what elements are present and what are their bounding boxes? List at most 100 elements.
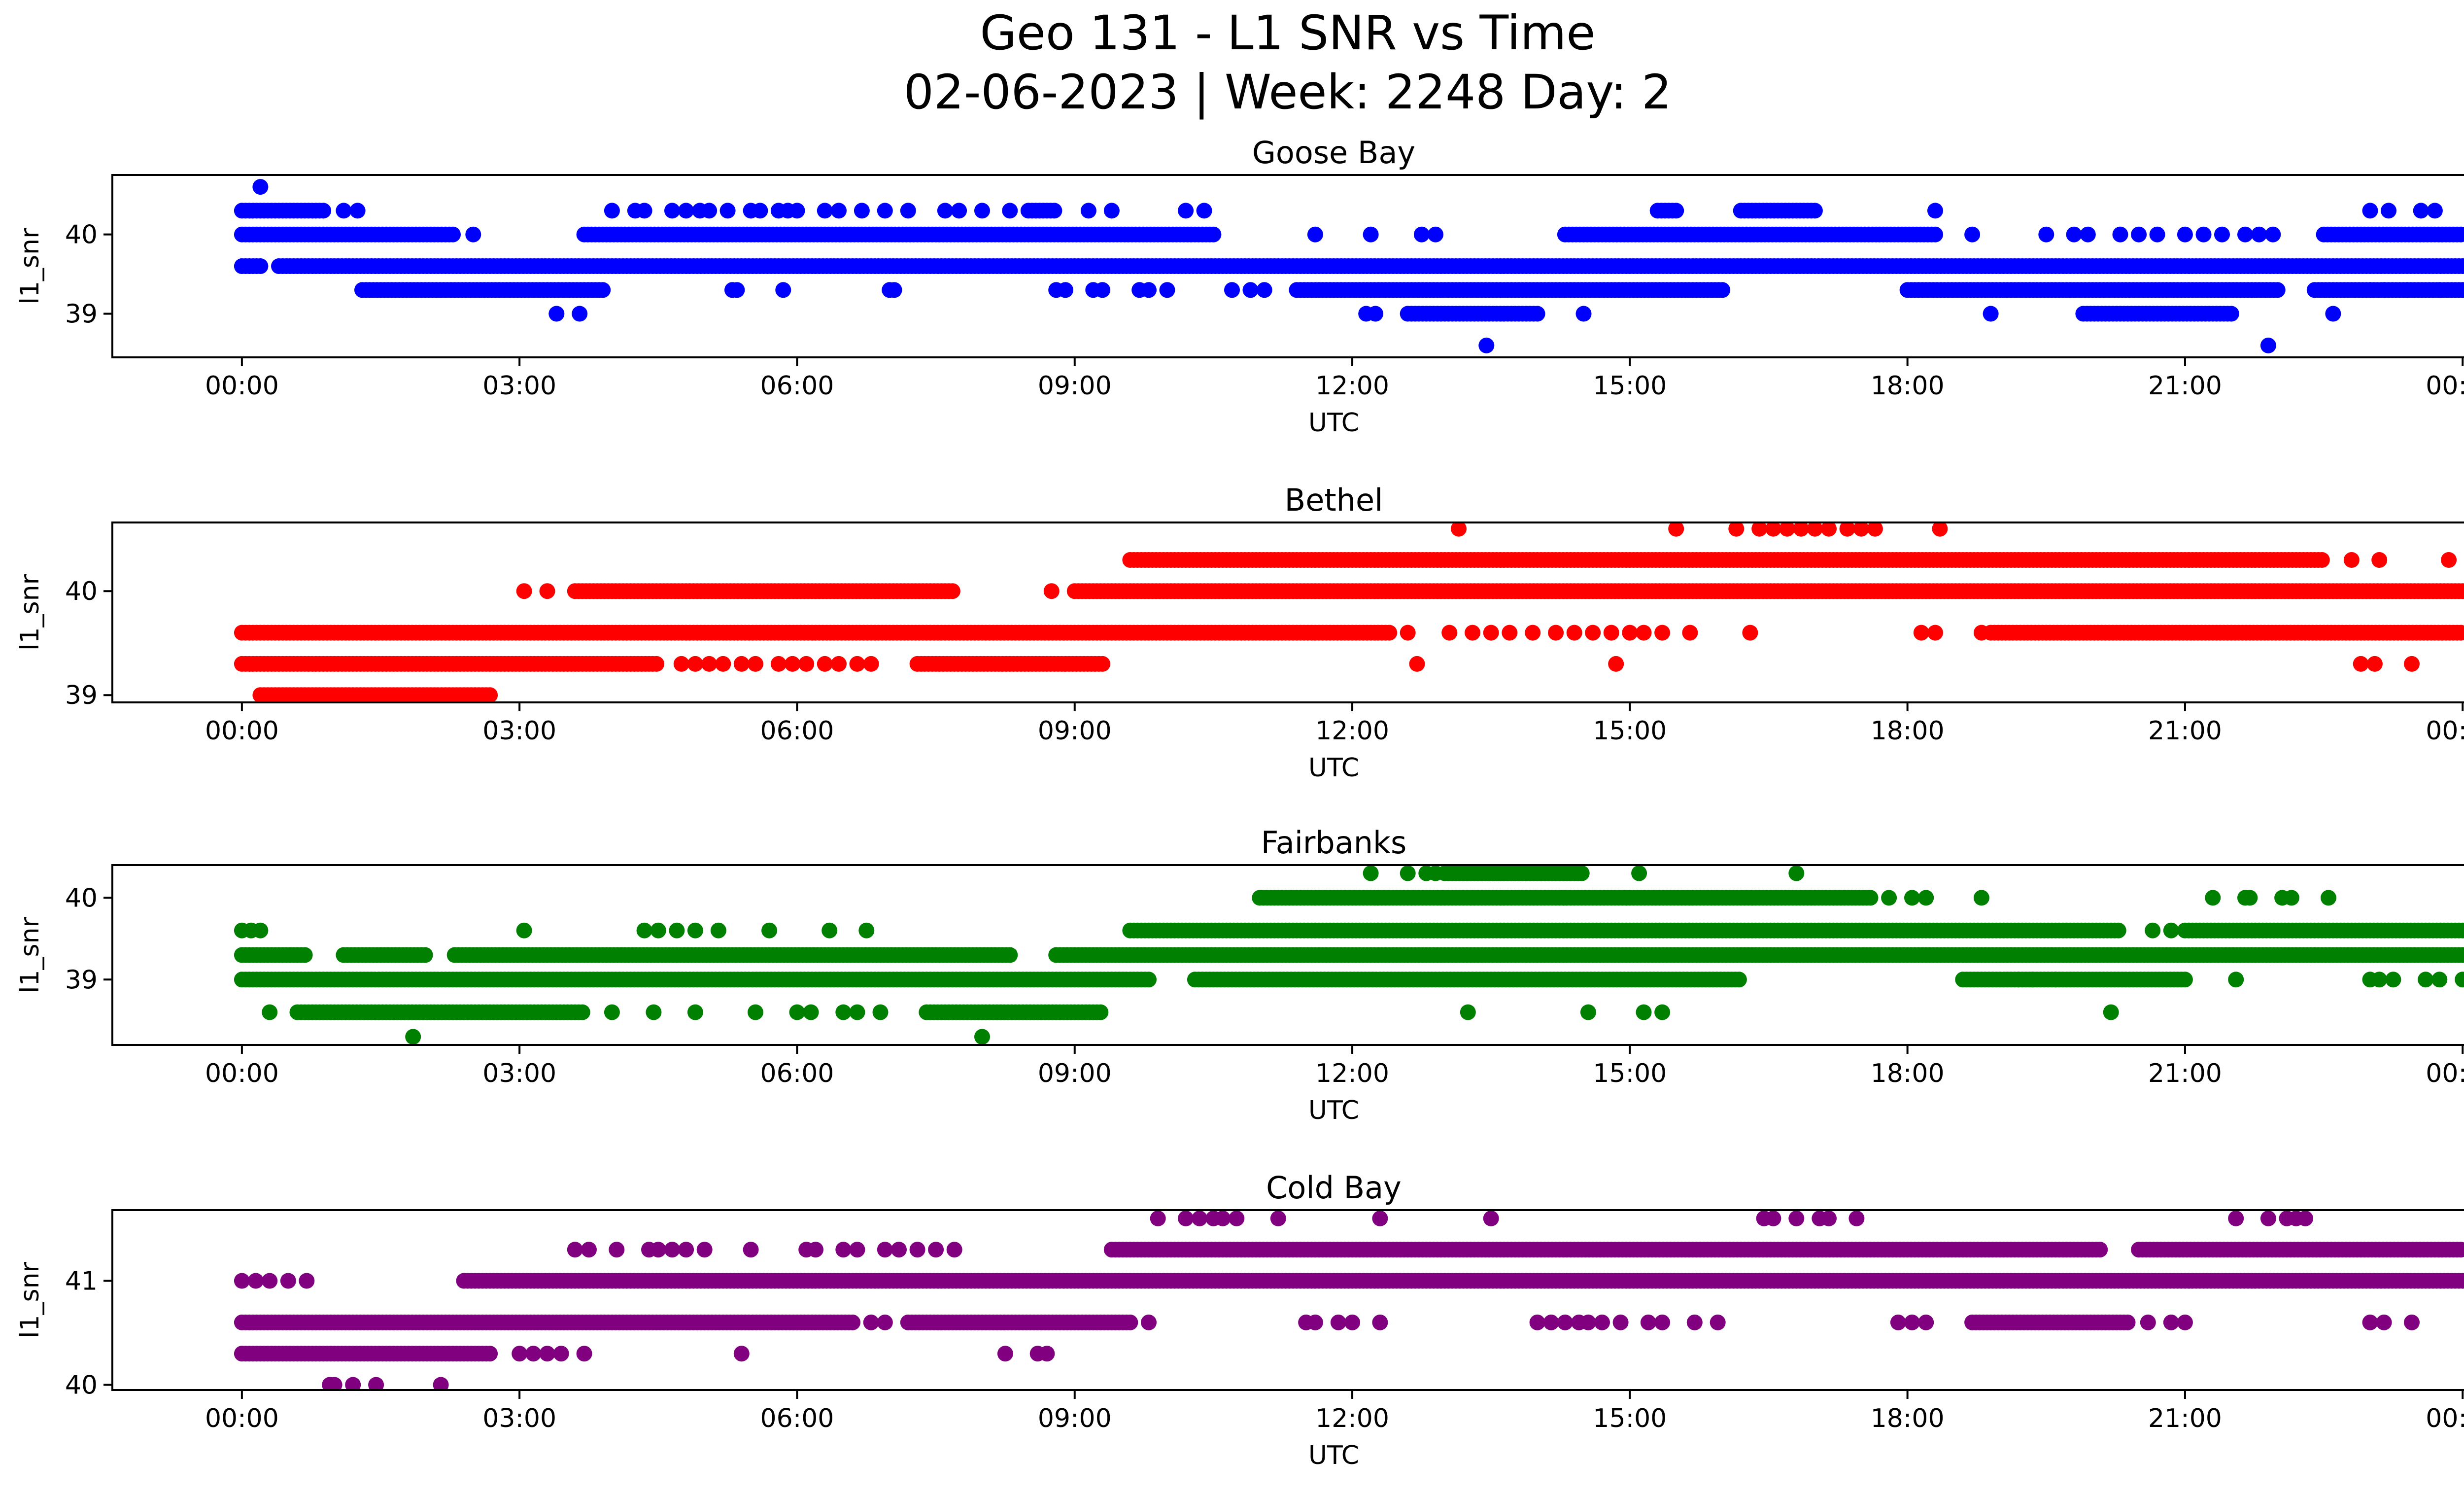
- goose-bay-point: [349, 203, 366, 219]
- fairbanks-point: [2385, 972, 2401, 988]
- fairbanks-point: [1363, 865, 1379, 881]
- goose-bay-point: [1242, 282, 1259, 298]
- fairbanks-point: [2205, 890, 2221, 906]
- goose-bay-x-tick-label: 18:00: [1871, 371, 1945, 401]
- bethel-point: [944, 583, 960, 599]
- bethel-point: [482, 687, 498, 702]
- fairbanks-point: [687, 922, 703, 939]
- bethel-point: [1608, 656, 1624, 672]
- goose-bay-point: [664, 203, 680, 219]
- goose-bay-point: [1256, 282, 1272, 298]
- fairbanks-point: [2145, 922, 2161, 939]
- goose-bay-point: [2195, 226, 2212, 243]
- fairbanks-point: [1002, 947, 1018, 963]
- fairbanks-point: [2431, 972, 2448, 988]
- goose-bay-point: [1196, 203, 1212, 219]
- bethel-point: [2441, 552, 2457, 568]
- goose-bay-point: [729, 282, 745, 298]
- goose-bay-axes-frame: [111, 174, 2464, 358]
- bethel-x-axis-label: UTC: [1308, 753, 1359, 783]
- goose-bay-point: [2066, 226, 2082, 243]
- fairbanks-point: [803, 1004, 819, 1020]
- goose-bay-point: [2269, 282, 2286, 298]
- bethel-point: [1867, 522, 1883, 537]
- goose-bay-point: [336, 203, 352, 219]
- fairbanks-point: [1788, 865, 1805, 881]
- bethel-point: [649, 656, 665, 672]
- bethel-point: [1381, 625, 1398, 641]
- fairbanks-point: [1731, 972, 1747, 988]
- fairbanks-x-tick-label: 00:00: [205, 1059, 279, 1088]
- goose-bay-point: [1103, 203, 1120, 219]
- figure-title-line2: 02-06-2023 | Week: 2248 Day: 2: [904, 65, 1672, 120]
- goose-bay-point: [1224, 282, 1240, 298]
- fairbanks-point: [1580, 1004, 1596, 1020]
- fairbanks-point: [646, 1004, 662, 1020]
- bethel-point: [1465, 625, 1481, 641]
- bethel-point: [748, 656, 763, 672]
- goose-bay-point: [701, 203, 718, 219]
- bethel-point: [1451, 522, 1467, 537]
- goose-bay-point: [2038, 226, 2054, 243]
- bethel-point: [673, 656, 689, 672]
- fairbanks-point: [1460, 1004, 1476, 1020]
- fairbanks-x-tick-label: 00:00: [2426, 1059, 2464, 1088]
- goose-bay-point: [854, 203, 870, 219]
- bethel-point: [863, 656, 879, 672]
- bethel-x-tick-label: 00:00: [205, 716, 279, 746]
- bethel-point: [1927, 625, 1943, 641]
- goose-bay-x-tick-label: 00:00: [2426, 371, 2464, 401]
- goose-bay-point: [2237, 226, 2253, 243]
- bethel-point: [1483, 625, 1499, 641]
- bethel-panel-title: Bethel: [1285, 482, 1383, 518]
- goose-bay-point: [1478, 337, 1495, 353]
- goose-bay-point: [1363, 226, 1379, 243]
- fairbanks-point: [835, 1004, 852, 1020]
- goose-bay-y-tick-label: 40: [65, 220, 98, 250]
- goose-bay-point: [1141, 282, 1157, 298]
- goose-bay-point: [2413, 203, 2429, 219]
- fairbanks-point: [604, 1004, 620, 1020]
- goose-bay-point: [1714, 282, 1731, 298]
- fairbanks-point: [405, 1029, 421, 1045]
- bethel-point: [1821, 522, 1837, 537]
- fairbanks-x-tick-label: 18:00: [1871, 1059, 1945, 1088]
- fairbanks-point: [821, 922, 838, 939]
- goose-bay-point: [2325, 306, 2341, 322]
- goose-bay-point: [752, 203, 768, 219]
- goose-bay-point: [2265, 226, 2281, 243]
- fairbanks-point: [297, 947, 313, 963]
- goose-bay-point: [2362, 282, 2378, 298]
- bethel-point: [1502, 625, 1518, 641]
- bethel-point: [798, 656, 815, 672]
- bethel-point: [1728, 522, 1745, 537]
- fairbanks-y-tick-label: 40: [65, 883, 98, 913]
- cold-bay-data-points: [234, 1210, 2464, 1390]
- goose-bay-point: [2431, 282, 2448, 298]
- bethel-point: [2371, 552, 2388, 568]
- bethel-point: [1839, 522, 1855, 537]
- fairbanks-x-tick-label: 15:00: [1593, 1059, 1667, 1088]
- fairbanks-point: [1636, 1004, 1652, 1020]
- goose-bay-point: [252, 179, 269, 195]
- bethel-point: [1853, 522, 1869, 537]
- goose-bay-y-axis-label: l1_snr: [15, 228, 45, 305]
- goose-bay-point: [2177, 226, 2193, 243]
- bethel-y-tick-label: 39: [65, 681, 98, 710]
- fairbanks-point: [1881, 890, 1897, 906]
- goose-bay-point: [2149, 226, 2165, 243]
- goose-bay-point: [1983, 306, 1999, 322]
- goose-bay-point: [2399, 282, 2415, 298]
- bethel-point: [2366, 656, 2383, 672]
- bethel-point: [2314, 552, 2330, 568]
- fairbanks-point: [636, 922, 652, 939]
- goose-bay-point: [1178, 203, 1194, 219]
- goose-bay-point: [2223, 306, 2239, 322]
- bethel-point: [1751, 522, 1768, 537]
- fairbanks-x-tick-label: 21:00: [2148, 1059, 2222, 1088]
- bethel-point: [785, 656, 801, 672]
- bethel-point: [733, 656, 750, 672]
